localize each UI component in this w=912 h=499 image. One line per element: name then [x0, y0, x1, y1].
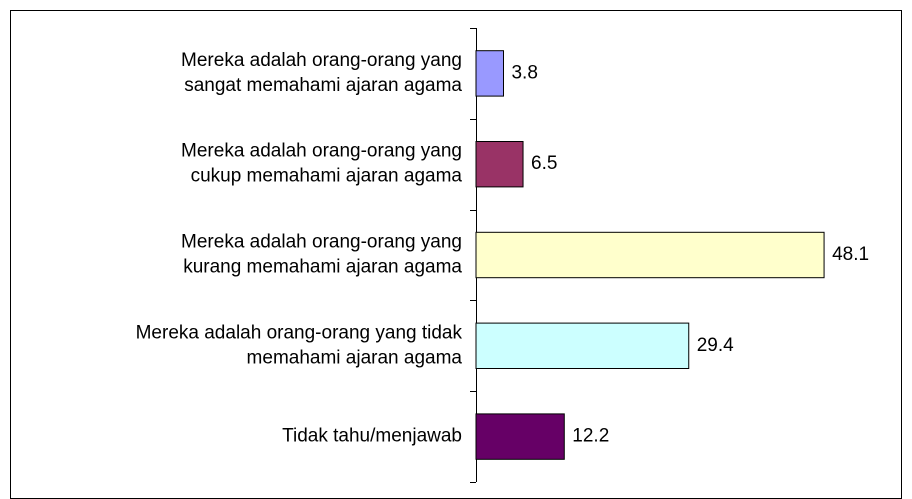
category-label: Mereka adalah orang-orang yang: [181, 141, 462, 162]
value-label: 12.2: [572, 426, 609, 447]
category-label: memahami ajaran agama: [247, 347, 463, 368]
bar: [475, 322, 690, 370]
category-label: Mereka adalah orang-orang yang: [181, 50, 462, 71]
value-label: 6.5: [531, 153, 557, 174]
category-label: cukup memahami ajaran agama: [191, 166, 463, 187]
category-label: Mereka adalah orang-orang yang: [181, 232, 462, 253]
bar: [475, 141, 524, 188]
bar: [475, 231, 825, 279]
value-label: 48.1: [832, 244, 869, 265]
value-label: 3.8: [511, 62, 537, 83]
category-label: sangat memahami ajaran agama: [184, 75, 462, 96]
value-label: 29.4: [697, 335, 734, 356]
bar: [475, 413, 565, 460]
bar: [475, 50, 504, 97]
category-label: kurang memahami ajaran agama: [183, 257, 462, 278]
category-label: Mereka adalah orang-orang yang tidak: [136, 322, 463, 343]
category-label: Tidak tahu/menjawab: [282, 426, 462, 447]
